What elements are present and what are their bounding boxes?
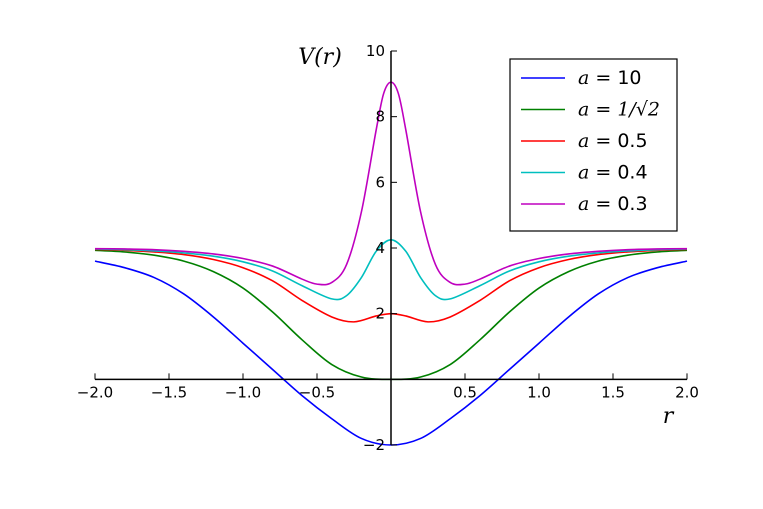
y-axis-label: V(r) <box>298 45 342 70</box>
y-tick-label: 6 <box>375 173 385 191</box>
axes-layer: −2.0 −1.5 −1.0 −0.5 0.5 1.0 1.5 2.0 −2 2 4 6 8 10 r V(r… <box>77 42 699 454</box>
x-tick-label: −0.5 <box>299 383 335 401</box>
y-tick-label: 2 <box>375 305 385 323</box>
x-axis-label: r <box>663 404 675 429</box>
x-tick-label: −2.0 <box>77 383 113 401</box>
legend-label-0: a = 10 <box>578 67 642 89</box>
x-tick-label: 0.5 <box>453 383 477 401</box>
x-tick-label: 1.0 <box>527 383 551 401</box>
y-tick-label: 8 <box>375 108 385 126</box>
x-tick-label: 2.0 <box>675 383 699 401</box>
x-tick-label: 1.5 <box>601 383 625 401</box>
x-tick-label: −1.5 <box>151 383 187 401</box>
legend: a = 10 a = 1/√2 a = 0.5 a = 0.4 a = 0.3 <box>509 58 678 232</box>
y-tick-label: −2 <box>363 436 385 454</box>
x-tick-label: −1.0 <box>225 383 261 401</box>
legend-label-3: a = 0.4 <box>578 162 648 184</box>
y-tick-label: 10 <box>366 42 385 60</box>
legend-label-4: a = 0.3 <box>578 193 648 215</box>
y-tick-label: 4 <box>375 239 385 257</box>
legend-box <box>509 58 678 232</box>
legend-label-1: a = 1/√2 <box>578 99 660 121</box>
legend-label-2: a = 0.5 <box>578 130 648 152</box>
